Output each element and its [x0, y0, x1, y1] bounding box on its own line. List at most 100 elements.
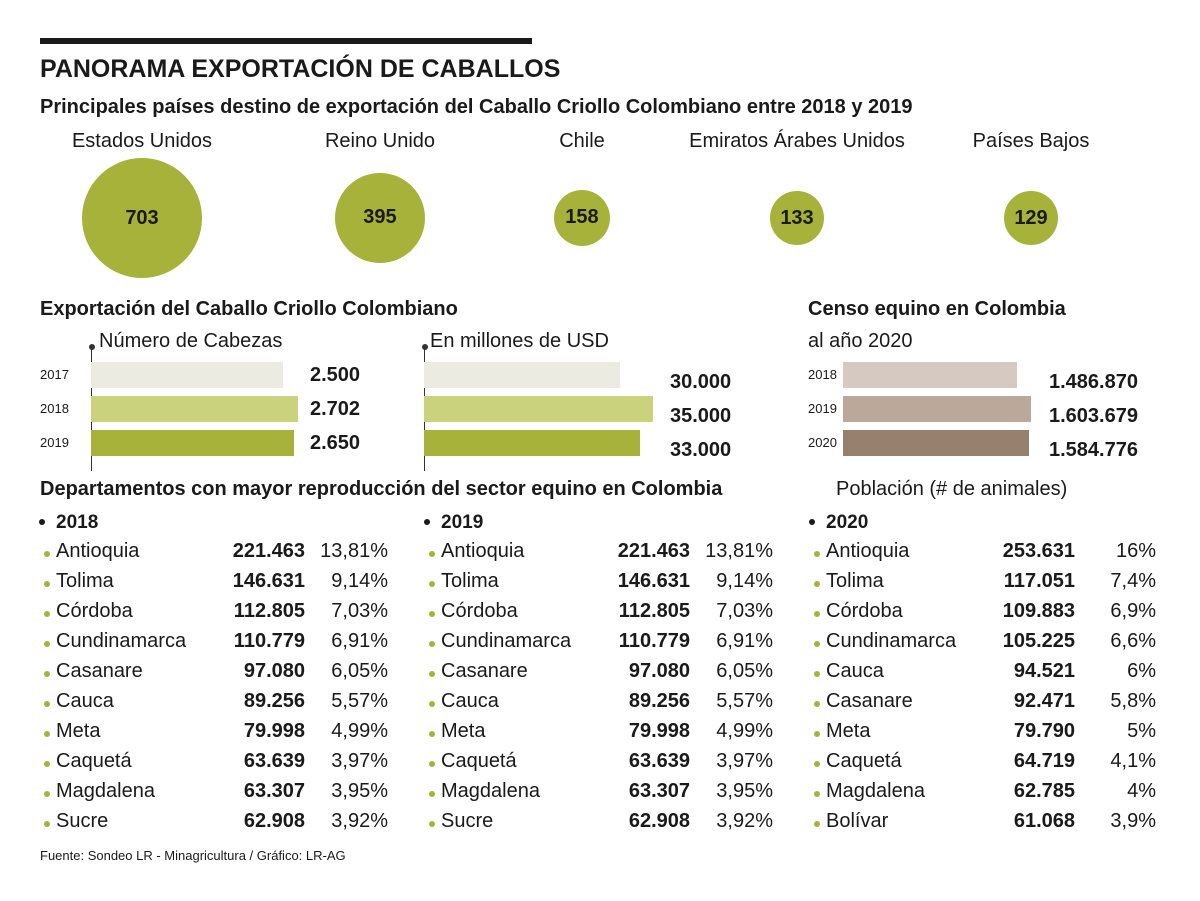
export-chart-title: Exportación del Caballo Criollo Colombia… [40, 298, 458, 320]
department-name: Cundinamarca [826, 630, 957, 652]
bar [91, 396, 298, 422]
table-row: Cundinamarca 110.779 6,91% [425, 630, 785, 660]
bar-value-label: 1.603.679 [1049, 405, 1138, 427]
bar [843, 430, 1029, 456]
department-population: 62.908 [243, 810, 305, 832]
row-bullet [44, 551, 50, 557]
department-population: 97.080 [243, 660, 305, 682]
bubble: 395 [335, 173, 425, 263]
department-population: 146.631 [617, 570, 690, 592]
year-label: 2017 [40, 367, 69, 382]
bar [424, 362, 621, 388]
department-population: 94.521 [1013, 660, 1075, 682]
bar-value-label: 1.584.776 [1049, 439, 1138, 461]
bar-value-label: 35.000 [670, 405, 732, 427]
department-name: Bolívar [826, 810, 889, 832]
department-share: 13,81% [705, 540, 773, 562]
department-population: 79.790 [1013, 720, 1075, 742]
department-population: 63.307 [243, 780, 305, 802]
department-name: Antioquia [826, 540, 910, 562]
year-label: 2019 [40, 435, 69, 450]
source-note: Fuente: Sondeo LR - Minagricultura / Grá… [40, 848, 346, 863]
department-share: 6,91% [716, 630, 773, 652]
department-name: Tolima [826, 570, 884, 592]
row-bullet [814, 641, 820, 647]
row-bullet [44, 701, 50, 707]
department-population: 253.631 [1002, 540, 1075, 562]
department-name: Casanare [56, 660, 143, 682]
table-bullet [424, 519, 430, 525]
table-year: 2019 [441, 512, 484, 533]
department-name: Meta [441, 720, 486, 742]
department-share: 9,14% [331, 570, 388, 592]
department-name: Meta [56, 720, 101, 742]
row-bullet [429, 581, 435, 587]
table-year: 2020 [826, 512, 869, 533]
row-bullet [44, 761, 50, 767]
department-share: 9,14% [716, 570, 773, 592]
table-row: Meta 79.790 5% [810, 720, 1170, 750]
department-share: 3,97% [716, 750, 773, 772]
department-name: Caquetá [56, 750, 132, 772]
table-row: Tolima 146.631 9,14% [425, 570, 785, 600]
department-name: Córdoba [826, 600, 903, 622]
table-row: Antioquia 221.463 13,81% [425, 540, 785, 570]
department-share: 4,99% [716, 720, 773, 742]
department-share: 3,97% [331, 750, 388, 772]
table-row: Córdoba 112.805 7,03% [425, 600, 785, 630]
department-population: 221.463 [232, 540, 305, 562]
row-bullet [429, 791, 435, 797]
department-population: 110.779 [233, 630, 305, 652]
department-name: Cauca [441, 690, 499, 712]
department-name: Tolima [56, 570, 114, 592]
department-population: 89.256 [628, 690, 690, 712]
tables-title: Departamentos con mayor reproducción del… [40, 478, 723, 500]
row-bullet [44, 671, 50, 677]
heads-chart-subtitle: Número de Cabezas [99, 330, 283, 352]
department-population: 221.463 [617, 540, 690, 562]
tables-subtitle: Población (# de animales) [836, 478, 1068, 500]
department-population: 61.068 [1013, 810, 1075, 832]
table-row: Bolívar 61.068 3,9% [810, 810, 1170, 840]
department-population: 146.631 [232, 570, 305, 592]
table-row: Córdoba 109.883 6,9% [810, 600, 1170, 630]
bubble-value: 158 [565, 206, 599, 229]
table-row: Córdoba 112.805 7,03% [40, 600, 400, 630]
row-bullet [429, 671, 435, 677]
table-row: Cauca 89.256 5,57% [425, 690, 785, 720]
department-name: Meta [826, 720, 871, 742]
department-population: 112.805 [618, 600, 690, 622]
department-share: 6,9% [1110, 600, 1156, 622]
table-row: Caquetá 64.719 4,1% [810, 750, 1170, 780]
table-row: Meta 79.998 4,99% [425, 720, 785, 750]
row-bullet [429, 821, 435, 827]
department-share: 6,05% [331, 660, 388, 682]
bar [843, 396, 1031, 422]
department-share: 3,92% [331, 810, 388, 832]
department-share: 5,8% [1110, 690, 1156, 712]
year-label: 2020 [808, 435, 837, 450]
row-bullet [429, 551, 435, 557]
table-row: Magdalena 63.307 3,95% [40, 780, 400, 810]
row-bullet [44, 581, 50, 587]
bubble: 129 [1004, 191, 1058, 245]
bar [91, 362, 283, 388]
bubble-chart-title: Principales países destino de exportació… [40, 96, 913, 118]
row-bullet [814, 821, 820, 827]
table-row: Cauca 94.521 6% [810, 660, 1170, 690]
department-name: Magdalena [56, 780, 155, 802]
row-bullet [44, 731, 50, 737]
department-name: Tolima [441, 570, 499, 592]
year-label: 2019 [808, 401, 837, 416]
top-rule [40, 38, 532, 44]
year-label: 2018 [40, 401, 69, 416]
bar [424, 430, 640, 456]
axis-dot [422, 344, 428, 350]
table-row: Caquetá 63.639 3,97% [40, 750, 400, 780]
department-population: 63.307 [628, 780, 690, 802]
table-row: Casanare 97.080 6,05% [425, 660, 785, 690]
department-share: 6,05% [716, 660, 773, 682]
row-bullet [429, 731, 435, 737]
department-population: 62.785 [1013, 780, 1075, 802]
row-bullet [44, 611, 50, 617]
